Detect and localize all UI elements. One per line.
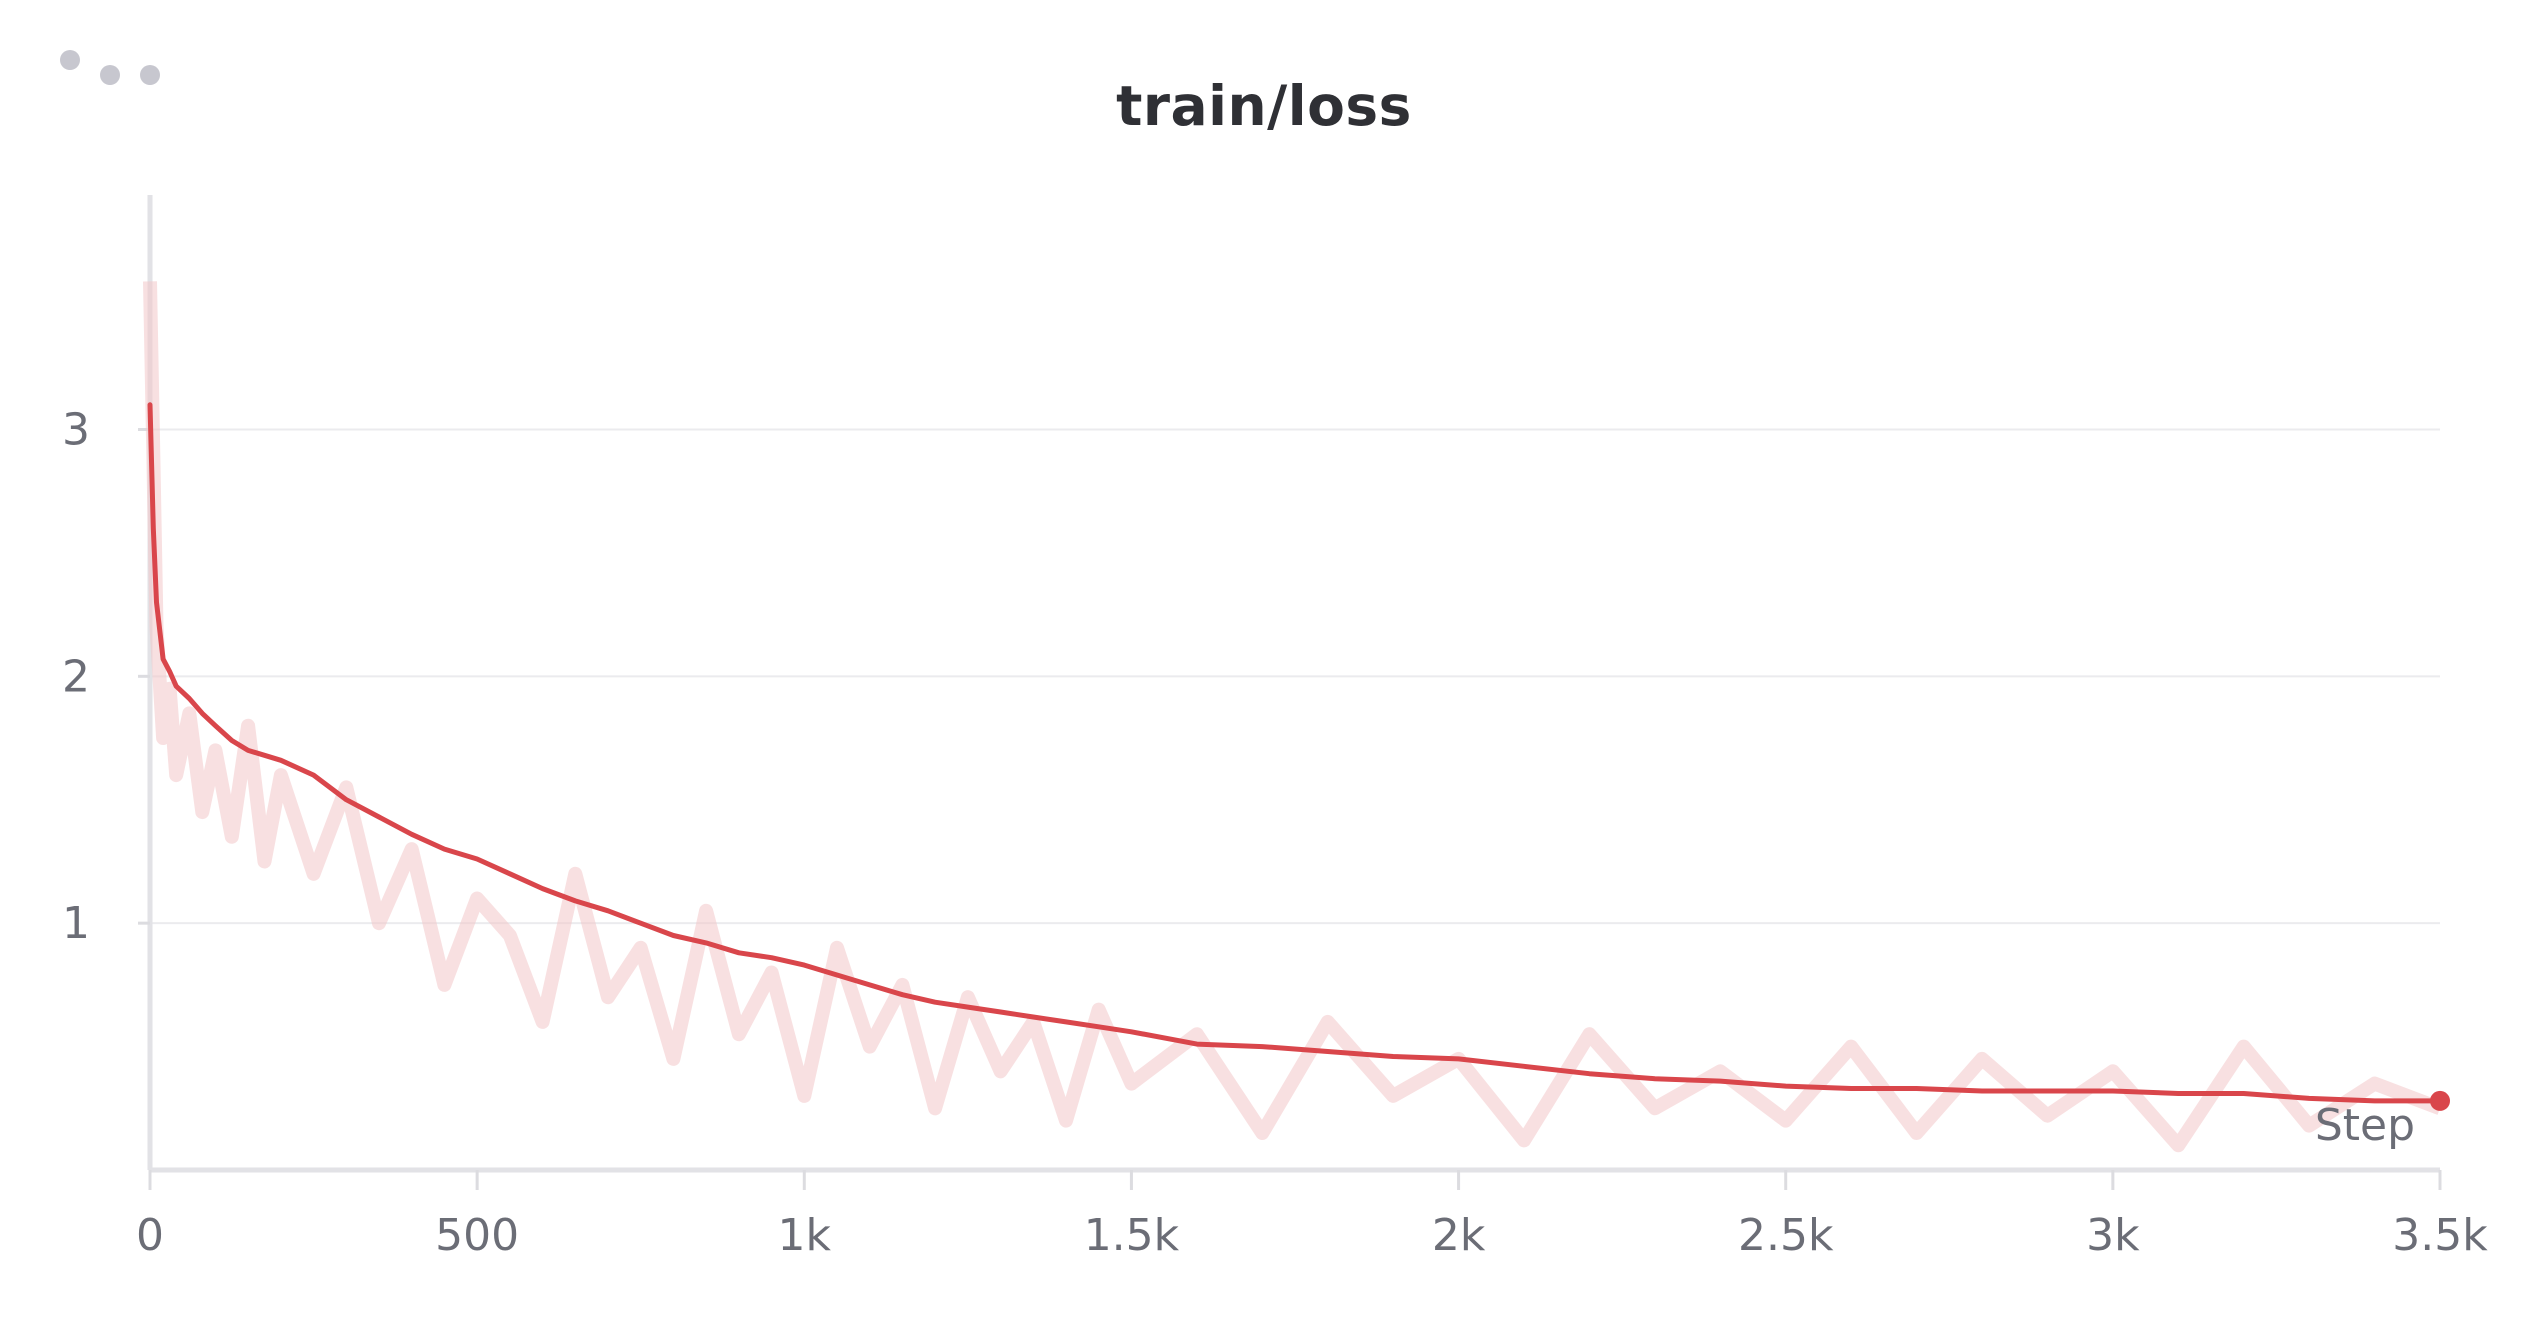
chart-title: train/loss (1116, 74, 1412, 138)
more-options-icon[interactable] (60, 50, 180, 90)
x-tick-label: 0 (136, 1210, 164, 1261)
x-axis-title: Step (2315, 1100, 2415, 1151)
y-tick-label: 1 (62, 898, 90, 949)
x-tick-label: 3k (2086, 1210, 2140, 1261)
menu-dot (100, 65, 120, 85)
end-point-marker (2430, 1090, 2450, 1111)
y-tick-label: 2 (62, 651, 90, 702)
raw-loss-line (143, 281, 2443, 1153)
y-tick-label: 3 (62, 404, 90, 455)
x-tick-label: 1.5k (1084, 1210, 1180, 1261)
menu-dot (60, 50, 80, 70)
smoothed-loss-line (147, 402, 2443, 1104)
x-tick-label: 2k (1432, 1210, 1486, 1261)
x-tick-label: 500 (435, 1210, 519, 1261)
x-tick-label: 3.5k (2392, 1210, 2488, 1261)
x-tick-label: 2.5k (1738, 1210, 1834, 1261)
menu-dot (140, 65, 160, 85)
x-tick-label: 1k (778, 1210, 832, 1261)
